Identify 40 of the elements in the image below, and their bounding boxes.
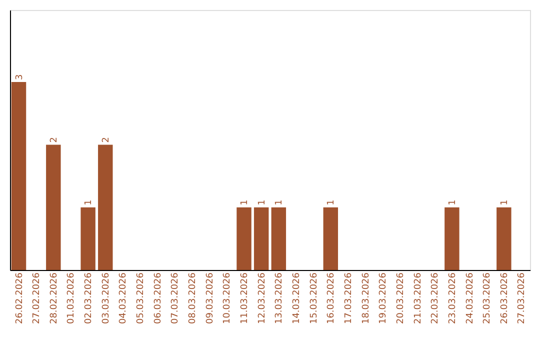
data-label: 2 bbox=[101, 136, 112, 143]
x-tick-label: 09.03.2026 bbox=[205, 272, 216, 324]
x-tick-label: 21.03.2026 bbox=[413, 272, 424, 324]
x-tick-label: 26.03.2026 bbox=[500, 272, 510, 324]
x-tick-label: 01.03.2026 bbox=[66, 272, 77, 324]
data-label: 1 bbox=[84, 200, 94, 206]
data-label: 1 bbox=[257, 200, 268, 206]
data-label: 1 bbox=[326, 200, 337, 206]
x-tick-label: 22.03.2026 bbox=[430, 272, 441, 324]
data-label: 1 bbox=[448, 200, 458, 206]
x-tick-label: 06.03.2026 bbox=[153, 272, 164, 324]
x-tick-label: 04.03.2026 bbox=[118, 272, 129, 324]
x-tick-label: 18.03.2026 bbox=[361, 272, 372, 324]
x-tick-label: 10.03.2026 bbox=[222, 272, 233, 324]
x-tick-label: 12.03.2026 bbox=[257, 272, 268, 324]
x-tick-label: 25.03.2026 bbox=[482, 272, 493, 324]
data-label: 1 bbox=[240, 200, 250, 206]
x-tick-label: 05.03.2026 bbox=[136, 272, 146, 324]
x-tick-label: 28.02.2026 bbox=[49, 272, 60, 324]
x-tick-label: 02.03.2026 bbox=[84, 272, 94, 324]
data-label: 2 bbox=[49, 136, 60, 143]
data-label: 1 bbox=[500, 200, 510, 206]
x-tick-label: 16.03.2026 bbox=[326, 272, 337, 324]
x-tick-label: 15.03.2026 bbox=[309, 272, 320, 324]
x-tick-label: 14.03.2026 bbox=[292, 272, 302, 324]
x-tick-label: 03.03.2026 bbox=[101, 272, 112, 324]
x-tick-label: 17.03.2026 bbox=[344, 272, 354, 324]
x-tick-label: 20.03.2026 bbox=[396, 272, 406, 324]
x-tick-label: 13.03.2026 bbox=[274, 272, 285, 324]
x-tick-label: 26.02.2026 bbox=[14, 272, 25, 324]
x-tick-label: 24.03.2026 bbox=[465, 272, 476, 324]
x-tick-label: 27.02.2026 bbox=[32, 272, 42, 324]
data-label: 3 bbox=[14, 74, 25, 80]
x-tick-label: 07.03.2026 bbox=[170, 272, 181, 324]
x-tick-label: 27.03.2026 bbox=[517, 272, 528, 324]
x-tick-label: 19.03.2026 bbox=[378, 272, 389, 324]
x-tick-label: 23.03.2026 bbox=[448, 272, 458, 324]
x-tick-label: 08.03.2026 bbox=[188, 272, 198, 324]
data-label: 1 bbox=[274, 200, 285, 206]
x-tick-label: 11.03.2026 bbox=[240, 272, 250, 324]
